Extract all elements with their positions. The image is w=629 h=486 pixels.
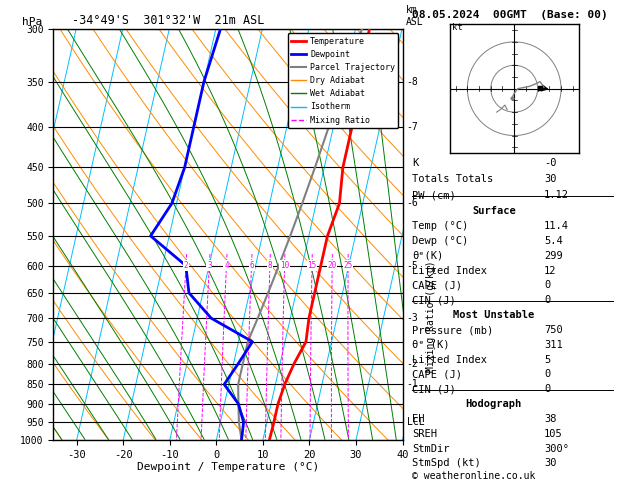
Text: 3: 3 [207, 261, 211, 270]
Text: 1.12: 1.12 [544, 190, 569, 200]
Text: -7: -7 [407, 122, 418, 132]
Text: 10: 10 [280, 261, 289, 270]
Text: 5: 5 [544, 355, 550, 364]
Text: Pressure (mb): Pressure (mb) [412, 325, 493, 335]
Text: 311: 311 [544, 340, 563, 350]
Text: 5.4: 5.4 [544, 236, 563, 246]
X-axis label: Dewpoint / Temperature (°C): Dewpoint / Temperature (°C) [137, 462, 319, 472]
Text: Hodograph: Hodograph [465, 399, 522, 409]
Text: 25: 25 [343, 261, 353, 270]
Text: CIN (J): CIN (J) [412, 295, 456, 305]
Text: 12: 12 [544, 265, 557, 276]
Text: CIN (J): CIN (J) [412, 384, 456, 394]
Text: -1: -1 [407, 380, 418, 389]
Text: -0: -0 [544, 158, 557, 168]
Text: 4: 4 [224, 261, 229, 270]
Text: θᵉ(K): θᵉ(K) [412, 251, 443, 261]
Text: θᵉ (K): θᵉ (K) [412, 340, 450, 350]
Text: 6: 6 [249, 261, 254, 270]
Text: hPa: hPa [22, 17, 42, 27]
Text: LCL: LCL [407, 417, 425, 427]
Text: 105: 105 [544, 429, 563, 439]
Text: -6: -6 [407, 198, 418, 208]
Text: 8: 8 [267, 261, 272, 270]
Text: Lifted Index: Lifted Index [412, 355, 487, 364]
Text: CAPE (J): CAPE (J) [412, 369, 462, 380]
Text: 750: 750 [544, 325, 563, 335]
Text: -34°49'S  301°32'W  21m ASL: -34°49'S 301°32'W 21m ASL [72, 14, 265, 27]
Text: SREH: SREH [412, 429, 437, 439]
Text: Temp (°C): Temp (°C) [412, 221, 468, 231]
Text: 30: 30 [544, 174, 557, 184]
Text: 20: 20 [328, 261, 337, 270]
Text: PW (cm): PW (cm) [412, 190, 456, 200]
Text: 2: 2 [184, 261, 188, 270]
Text: 0: 0 [544, 280, 550, 290]
Text: Surface: Surface [472, 206, 516, 216]
Text: 0: 0 [544, 369, 550, 380]
Text: Mixing Ratio (g/kg): Mixing Ratio (g/kg) [426, 261, 436, 372]
Text: EH: EH [412, 414, 425, 424]
Text: 08.05.2024  00GMT  (Base: 00): 08.05.2024 00GMT (Base: 00) [412, 10, 608, 20]
Text: CAPE (J): CAPE (J) [412, 280, 462, 290]
Text: 300°: 300° [544, 444, 569, 453]
Text: StmDir: StmDir [412, 444, 450, 453]
Text: 30: 30 [544, 458, 557, 469]
Text: Dewp (°C): Dewp (°C) [412, 236, 468, 246]
Text: 38: 38 [544, 414, 557, 424]
Text: 15: 15 [308, 261, 316, 270]
Text: -5: -5 [407, 260, 418, 271]
Text: Lifted Index: Lifted Index [412, 265, 487, 276]
Text: kt: kt [452, 23, 463, 32]
Text: StmSpd (kt): StmSpd (kt) [412, 458, 481, 469]
Text: -2: -2 [407, 359, 418, 369]
Text: 299: 299 [544, 251, 563, 261]
Text: © weatheronline.co.uk: © weatheronline.co.uk [412, 471, 535, 481]
Text: -3: -3 [407, 313, 418, 323]
Text: 11.4: 11.4 [544, 221, 569, 231]
Legend: Temperature, Dewpoint, Parcel Trajectory, Dry Adiabat, Wet Adiabat, Isotherm, Mi: Temperature, Dewpoint, Parcel Trajectory… [287, 34, 398, 128]
Text: Totals Totals: Totals Totals [412, 174, 493, 184]
Text: K: K [412, 158, 418, 168]
Text: km
ASL: km ASL [406, 5, 423, 27]
Text: -8: -8 [407, 77, 418, 87]
Text: 0: 0 [544, 295, 550, 305]
Text: 0: 0 [544, 384, 550, 394]
Text: Most Unstable: Most Unstable [453, 310, 535, 320]
